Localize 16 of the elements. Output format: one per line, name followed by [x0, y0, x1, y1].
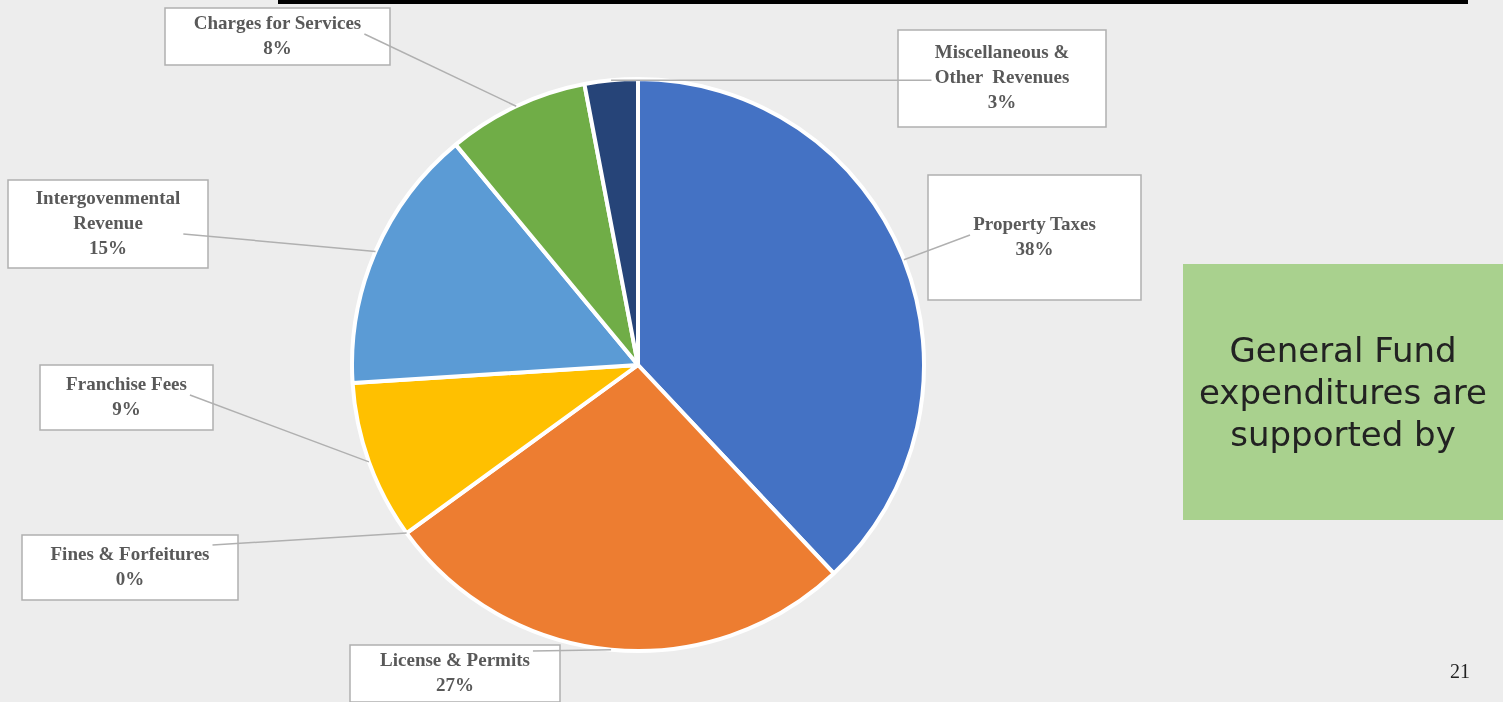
text: General Fund expenditures are supported by [1183, 264, 1503, 520]
slice-label: Franchise Fees [66, 372, 187, 394]
data-label: 3% [987, 91, 1017, 113]
data-label: 15% [89, 236, 127, 258]
category-label: Fines & Forfeitures [50, 542, 210, 564]
data-label: 9% [112, 397, 141, 419]
text: 0% [115, 567, 145, 589]
data-label: 8% [263, 36, 292, 58]
text: 21 [1450, 660, 1470, 683]
slice-label: Charges for Services [193, 11, 362, 33]
slice-label: Intergovenmental Revenue [35, 186, 181, 233]
data-label: 38% [1015, 237, 1054, 259]
slice-label: Miscellaneous & Other Revenues [934, 41, 1070, 88]
data-label: 27% [436, 673, 474, 695]
slice-label: Property Taxes [973, 212, 1096, 234]
slice-label: License & Permits [380, 648, 530, 670]
